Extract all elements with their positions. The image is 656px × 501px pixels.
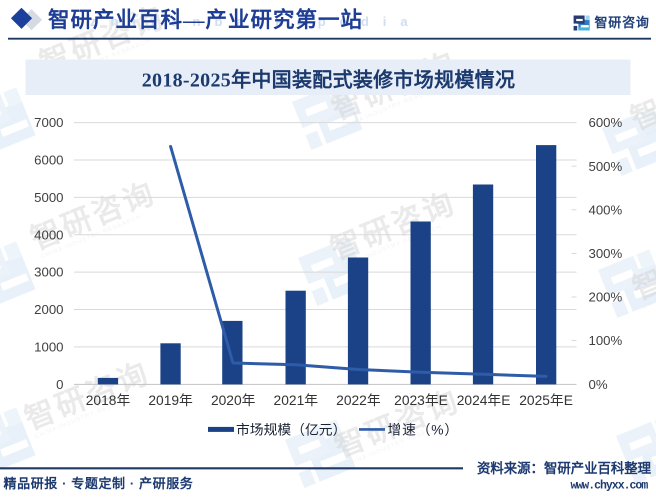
svg-text:智研咨询: 智研咨询 [595,15,650,30]
svg-text:0: 0 [56,377,63,392]
svg-text:5000: 5000 [34,190,63,205]
svg-text:3000: 3000 [34,265,63,280]
svg-text:500%: 500% [589,159,623,174]
svg-text:2000: 2000 [34,302,63,317]
svg-text:www.chyxx.com: www.chyxx.com [571,480,649,493]
svg-text:市场规模（亿元）: 市场规模（亿元） [236,422,346,438]
svg-text:600%: 600% [589,115,623,130]
svg-text:200%: 200% [589,290,623,305]
svg-text:2022年: 2022年 [336,393,381,408]
svg-text:2023年E: 2023年E [394,393,448,408]
svg-text:2024年E: 2024年E [457,393,511,408]
svg-text:2020年: 2020年 [211,393,256,408]
svg-text:6000: 6000 [34,153,63,168]
svg-text:zhiyanbaikepedia: zhiyanbaikepedia [90,14,422,29]
svg-text:2019年: 2019年 [148,393,193,408]
svg-text:2025年E: 2025年E [519,393,573,408]
svg-text:100%: 100% [589,333,623,348]
svg-text:精品研报 · 专题定制 · 产研服务: 精品研报 · 专题定制 · 产研服务 [4,476,194,491]
svg-text:2018年: 2018年 [86,393,131,408]
svg-text:2021年: 2021年 [274,393,319,408]
svg-text:400%: 400% [589,202,623,217]
svg-text:2018-2025年中国装配式装修市场规模情况: 2018-2025年中国装配式装修市场规模情况 [142,67,516,91]
svg-text:资料来源：智研产业百科整理: 资料来源：智研产业百科整理 [477,460,652,476]
svg-text:0%: 0% [589,377,608,392]
svg-text:7000: 7000 [34,115,63,130]
svg-text:增速（%）: 增速（%） [388,423,459,438]
svg-text:智研产业百科—产业研究第一站: 智研产业百科—产业研究第一站 [48,7,363,32]
svg-text:300%: 300% [589,246,623,261]
svg-text:4000: 4000 [34,227,63,242]
svg-text:1000: 1000 [34,340,63,355]
